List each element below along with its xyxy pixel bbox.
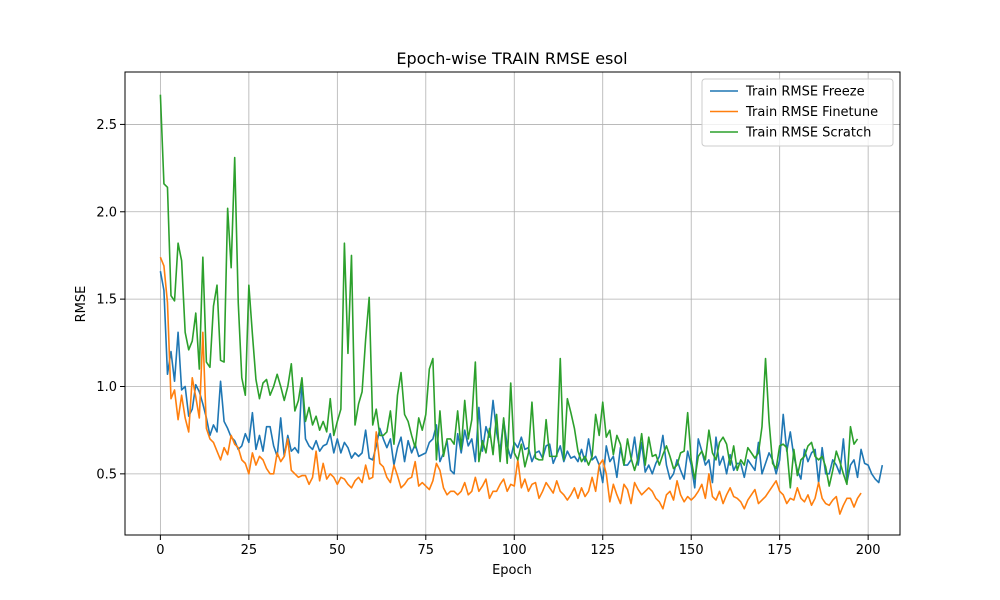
y-tick-label: 1.0 (96, 380, 117, 395)
series-line-3 (159, 94, 859, 489)
gridlines (125, 72, 900, 535)
legend-label: Train RMSE Freeze (745, 85, 865, 100)
series-line-1 (159, 271, 884, 489)
chart-title: Epoch-wise TRAIN RMSE esol (396, 49, 627, 68)
y-tick-label: 2.0 (96, 205, 117, 220)
x-tick-label: 175 (767, 543, 792, 558)
x-tick-label: 125 (590, 543, 615, 558)
x-axis-ticks: 0 25 50 75 100 125 150 175 200 (156, 535, 881, 558)
legend-label: Train RMSE Scratch (745, 126, 871, 141)
x-tick-label: 75 (418, 543, 435, 558)
x-tick-label: 150 (679, 543, 704, 558)
x-tick-label: 100 (502, 543, 527, 558)
x-tick-label: 0 (156, 543, 164, 558)
legend: Train RMSE Freeze Train RMSE Finetune Trai… (701, 78, 894, 147)
series-lines (159, 94, 884, 515)
x-tick-label: 200 (856, 543, 881, 558)
legend-label: Train RMSE Finetune (745, 105, 878, 120)
plot-area-frame (124, 71, 901, 536)
y-tick-label: 1.5 (96, 293, 117, 308)
y-tick-label: 2.5 (96, 118, 117, 133)
y-axis-label: RMSE (74, 286, 89, 323)
series-line-2 (159, 256, 862, 515)
legend-box (701, 78, 894, 147)
y-axis-ticks: 0.5 1.0 1.5 2.0 2.5 (96, 118, 125, 482)
x-tick-label: 25 (241, 543, 258, 558)
y-tick-label: 0.5 (96, 467, 117, 482)
x-tick-label: 50 (329, 543, 346, 558)
x-axis-label: Epoch (492, 563, 532, 578)
